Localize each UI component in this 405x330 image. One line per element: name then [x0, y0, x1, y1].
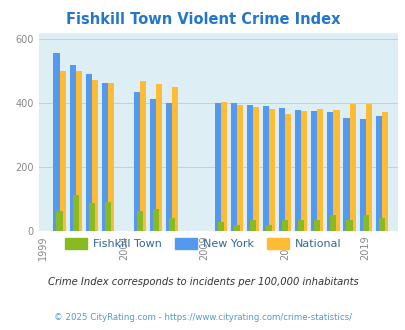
- Bar: [150, 99, 156, 231]
- Bar: [75, 71, 81, 231]
- Text: © 2025 CityRating.com - https://www.cityrating.com/crime-statistics/: © 2025 CityRating.com - https://www.city…: [54, 313, 351, 322]
- Bar: [104, 202, 111, 231]
- Bar: [297, 220, 303, 231]
- Bar: [365, 104, 371, 231]
- Bar: [217, 222, 223, 231]
- Text: Fishkill Town Violent Crime Index: Fishkill Town Violent Crime Index: [66, 12, 339, 26]
- Bar: [220, 102, 226, 231]
- Bar: [343, 117, 349, 231]
- Bar: [88, 203, 95, 231]
- Bar: [375, 116, 381, 231]
- Bar: [326, 112, 333, 231]
- Bar: [310, 111, 317, 231]
- Bar: [72, 195, 79, 231]
- Bar: [278, 108, 284, 231]
- Bar: [56, 211, 62, 231]
- Bar: [60, 71, 66, 231]
- Bar: [345, 220, 352, 231]
- Bar: [349, 104, 355, 231]
- Bar: [362, 215, 368, 231]
- Bar: [236, 106, 242, 231]
- Bar: [317, 109, 323, 231]
- Bar: [102, 83, 108, 231]
- Bar: [156, 84, 162, 231]
- Bar: [330, 215, 336, 231]
- Text: Crime Index corresponds to incidents per 100,000 inhabitants: Crime Index corresponds to incidents per…: [47, 278, 358, 287]
- Bar: [69, 65, 75, 231]
- Bar: [252, 107, 258, 231]
- Bar: [359, 119, 365, 231]
- Bar: [281, 220, 288, 231]
- Bar: [169, 218, 175, 231]
- Bar: [284, 115, 290, 231]
- Bar: [333, 110, 339, 231]
- Bar: [108, 82, 114, 231]
- Bar: [153, 209, 159, 231]
- Bar: [85, 74, 92, 231]
- Bar: [313, 220, 320, 231]
- Bar: [301, 111, 307, 231]
- Bar: [230, 103, 236, 231]
- Bar: [249, 220, 255, 231]
- Bar: [136, 211, 143, 231]
- Bar: [166, 103, 172, 231]
- Bar: [233, 225, 239, 231]
- Bar: [265, 225, 271, 231]
- Bar: [172, 87, 178, 231]
- Bar: [134, 92, 140, 231]
- Bar: [246, 105, 252, 231]
- Bar: [214, 103, 220, 231]
- Bar: [92, 80, 98, 231]
- Bar: [381, 112, 387, 231]
- Bar: [378, 218, 384, 231]
- Bar: [269, 109, 275, 231]
- Bar: [140, 81, 146, 231]
- Legend: Fishkill Town, New York, National: Fishkill Town, New York, National: [60, 234, 345, 253]
- Bar: [262, 107, 269, 231]
- Bar: [53, 53, 60, 231]
- Bar: [294, 110, 301, 231]
